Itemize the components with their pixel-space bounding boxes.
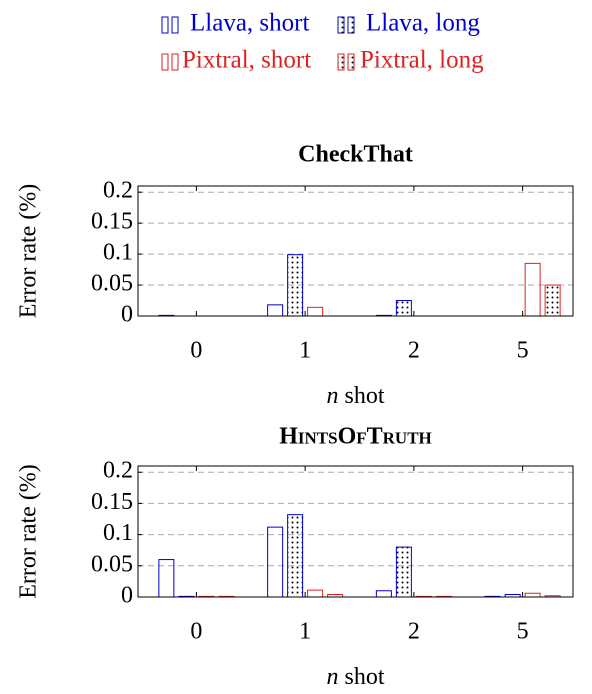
y-tick-label: 0.15 [91,489,133,515]
x-axis-label: n shot [326,383,384,409]
y-tick-label: 0.2 [103,458,133,484]
y-axis-label: Error rate (%) [16,464,42,599]
x-tick-label: 2 [408,619,420,645]
y-axis-label: Error rate (%) [16,184,42,319]
bar [307,589,324,598]
x-tick-label: 1 [299,338,311,364]
x-tick-label: 1 [299,619,311,645]
legend-swatch [161,53,169,71]
legend-swatch-fill [348,54,354,70]
legend-swatch [171,16,179,34]
y-tick-label: 0.1 [103,520,133,546]
y-tick-label: 0 [121,583,133,609]
bar [395,300,412,317]
legend-label: Llava, short [190,10,309,37]
y-tick-label: 0.1 [103,240,133,266]
y-tick-label: 0.05 [91,271,133,297]
legend-swatch-fill [348,17,354,33]
legend-label: Pixtral, long [360,47,484,74]
y-tick-label: 0.05 [91,551,133,577]
y-tick-label: 0.2 [103,178,133,204]
bar [524,262,541,317]
y-tick-label: 0.15 [91,209,133,235]
bar [307,306,324,317]
chart-title: CheckThat [298,142,413,168]
legend-swatch [161,16,169,34]
bar [158,559,175,598]
x-axis-label-var: n [326,383,338,409]
bar [287,254,304,317]
y-tick-label: 0 [121,302,133,328]
legend-swatch [171,53,179,71]
legend-swatch-fill [338,54,344,70]
plot-frame [137,465,574,598]
legend-swatch-fill [338,17,344,33]
legend-label: Llava, long [366,10,480,37]
chart-title: HintsOfTruth [279,424,432,450]
x-tick-label: 0 [190,338,202,364]
x-axis-label-var: n [326,664,338,690]
bar [267,526,284,598]
bar [375,590,392,598]
bar [287,514,304,598]
bar [395,546,412,598]
x-tick-label: 5 [517,619,529,645]
legend-label: Pixtral, short [182,47,311,74]
bar [544,284,561,317]
bar [267,304,284,317]
x-tick-label: 2 [408,338,420,364]
bar [524,592,541,598]
plot-frame [137,185,574,317]
x-axis-label: n shot [326,664,384,690]
x-axis-label-unit: shot [344,383,384,409]
x-tick-label: 0 [190,619,202,645]
x-tick-label: 5 [517,338,529,364]
x-axis-label-unit: shot [344,664,384,690]
